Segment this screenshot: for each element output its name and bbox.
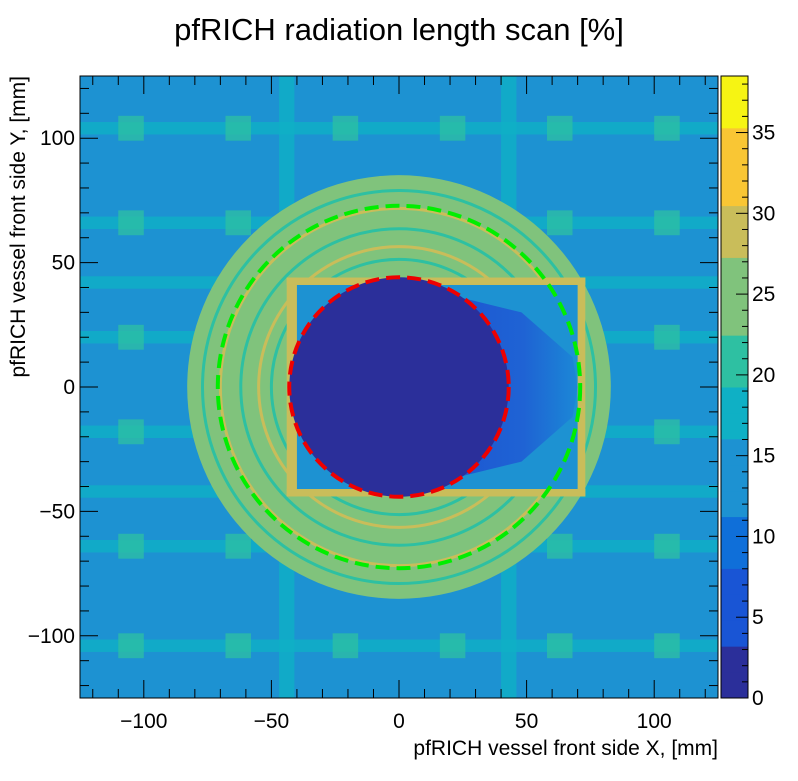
x-tick-label: 50	[515, 710, 538, 733]
palette-band	[721, 672, 748, 699]
heatmap-pad	[225, 115, 251, 141]
heatmap-pad	[547, 533, 573, 559]
heatmap-pad	[654, 324, 680, 350]
x-tick-label: −50	[254, 710, 290, 733]
overlay-circle-red	[287, 275, 511, 499]
heatmap-pad	[332, 633, 359, 659]
heatmap-pad	[225, 633, 251, 659]
heatmap-pad	[439, 115, 466, 141]
y-axis-label: pfRICH vessel front side Y, [mm]	[7, 76, 30, 378]
heatmap-pad	[118, 633, 144, 659]
y-tick-label: −50	[39, 500, 75, 523]
x-tick-label: 0	[393, 710, 405, 733]
palette-band	[721, 283, 748, 310]
heatmap-pad	[654, 419, 680, 445]
y-tick-label: 50	[52, 252, 75, 275]
heatmap-pad	[547, 210, 573, 236]
heatmap-pad	[118, 324, 144, 350]
heatmap-stripe-horizontal	[80, 639, 718, 652]
palette-tick-label: 0	[752, 687, 764, 710]
palette-band	[721, 361, 748, 388]
palette-band	[721, 542, 748, 569]
heatmap-pad	[118, 210, 144, 236]
palette-band	[721, 127, 748, 155]
palette-band	[721, 101, 748, 129]
heatmap-pad	[118, 115, 144, 141]
palette-tick-label: 20	[752, 364, 775, 387]
palette-band	[721, 335, 748, 362]
heatmap-inner-hole	[289, 277, 509, 497]
heatmap-pad	[654, 210, 680, 236]
heatmap-pad	[439, 633, 466, 659]
palette-frame	[720, 75, 749, 699]
heatmap-pad	[654, 115, 680, 141]
palette-band	[721, 179, 748, 207]
palette-band	[721, 464, 748, 492]
plot-area	[80, 76, 718, 698]
palette-band	[721, 438, 748, 466]
palette-band	[721, 205, 748, 232]
heatmap-pad	[547, 115, 573, 141]
x-tick-label: −100	[120, 710, 167, 733]
heatmap-stripe-horizontal	[80, 122, 718, 135]
palette-tick-label: 15	[752, 445, 775, 468]
palette-band	[721, 309, 748, 336]
heatmap-wall-top	[286, 277, 586, 285]
heatmap-pad	[225, 533, 251, 559]
palette-band	[721, 231, 748, 258]
color-palette-axis: 0 5 10 15 20 25 30 35	[736, 83, 775, 710]
palette-tick-label: 5	[752, 606, 764, 629]
palette-tick-label: 25	[752, 283, 775, 306]
heatmap-ring-edge	[200, 188, 598, 586]
heatmap-pad	[654, 633, 680, 659]
heatmap-wall-bottom	[286, 489, 586, 497]
color-palette	[720, 75, 749, 699]
heatmap-pad	[225, 210, 251, 236]
palette-band	[721, 568, 748, 595]
heatmap-pad	[118, 533, 144, 559]
palette-band	[721, 594, 748, 621]
overlay-circle-green	[215, 203, 583, 571]
palette-tick-label: 35	[752, 122, 775, 145]
heatmap-pad	[547, 633, 573, 659]
palette-band	[721, 412, 748, 440]
heatmap-pad	[332, 115, 359, 141]
y-tick-label: 0	[63, 376, 75, 399]
palette-band	[721, 516, 748, 543]
y-tick-label: −100	[28, 625, 75, 648]
x-axis-label: pfRICH vessel front side X, [mm]	[413, 737, 718, 760]
y-axis: −100 −50 0 50 100	[28, 87, 718, 687]
palette-tick-label: 10	[752, 525, 775, 548]
x-axis: −100 −50 0 50 100	[92, 76, 706, 733]
y-tick-label: 100	[40, 127, 75, 150]
heatmap-pad	[654, 533, 680, 559]
palette-band	[721, 646, 748, 673]
palette-tick-label: 30	[752, 202, 775, 225]
palette-band	[721, 76, 748, 103]
x-tick-label: 100	[637, 710, 672, 733]
chart-title: pfRICH radiation length scan [%]	[174, 12, 624, 47]
palette-band	[721, 153, 748, 181]
heatmap-pad	[118, 419, 144, 445]
